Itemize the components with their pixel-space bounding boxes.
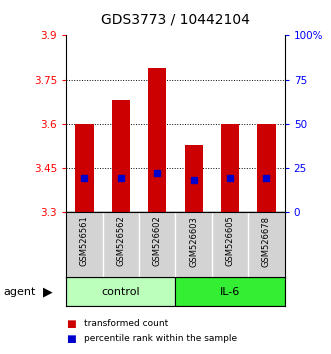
Text: ■: ■: [66, 319, 76, 329]
Bar: [103, 212, 139, 278]
Text: GSM526603: GSM526603: [189, 216, 198, 267]
Bar: [221, 124, 239, 212]
Bar: [248, 212, 285, 278]
Bar: [66, 277, 175, 306]
Text: GDS3773 / 10442104: GDS3773 / 10442104: [101, 12, 250, 27]
Bar: [112, 100, 130, 212]
Text: ▶: ▶: [43, 286, 53, 298]
Text: ■: ■: [66, 334, 76, 344]
Text: GSM526605: GSM526605: [225, 216, 235, 267]
Text: IL-6: IL-6: [220, 287, 240, 297]
Bar: [212, 212, 248, 278]
Bar: [139, 212, 175, 278]
Text: control: control: [102, 287, 140, 297]
Bar: [175, 212, 212, 278]
Bar: [258, 124, 275, 212]
Bar: [148, 68, 166, 212]
Bar: [75, 124, 93, 212]
Text: GSM526602: GSM526602: [153, 216, 162, 267]
Text: GSM526562: GSM526562: [116, 216, 125, 267]
Bar: [185, 144, 203, 212]
Text: percentile rank within the sample: percentile rank within the sample: [84, 334, 238, 343]
Text: agent: agent: [3, 287, 36, 297]
Bar: [66, 212, 103, 278]
Text: GSM526678: GSM526678: [262, 216, 271, 267]
Text: GSM526561: GSM526561: [80, 216, 89, 267]
Text: transformed count: transformed count: [84, 319, 169, 329]
Bar: [175, 277, 285, 306]
